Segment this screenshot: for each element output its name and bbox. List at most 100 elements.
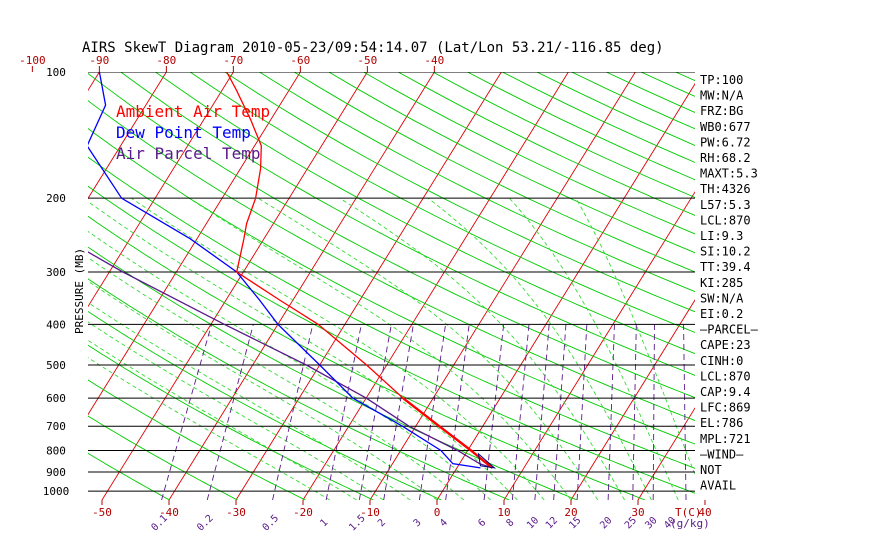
plot-area [0,72,870,500]
pressure-tick-label: 900 [46,466,66,479]
mixing-ratio-tick-label: 30 [643,515,659,531]
dry-adiabat-line [88,344,374,500]
index-entry: SI:10.2 [700,245,751,259]
index-entry: L57:5.3 [700,198,751,212]
legend-dew-point-temp: Dew Point Temp [116,123,251,142]
mixing-ratio-tick-label: 8 [505,517,517,529]
index-entry: AVAIL [700,479,736,493]
pressure-tick-label: 300 [46,266,66,279]
index-entry: LCL:870 [700,369,751,383]
isotherm-line [235,72,502,500]
pressure-tick-label: 500 [46,359,66,372]
mixing-ratio-line [683,324,687,500]
dry-adiabat-line [88,278,510,500]
moist-adiabat-line [88,321,384,500]
legend-ambient-air-temp: Ambient Air Temp [116,102,270,121]
index-entry: —WIND— [700,447,744,461]
mixing-ratio-line [418,324,447,500]
dry-adiabat-line [88,415,238,500]
moist-adiabat-line [188,197,572,500]
dry-adiabat-line [640,72,695,97]
index-entry: NOT [700,463,722,477]
dry-adiabat-line [88,310,442,500]
dry-adiabat-line [88,127,695,445]
isotherm-line [570,299,695,500]
bottom-temp-tick-label: 10 [497,506,510,519]
dry-adiabat-line [501,72,695,163]
dry-adiabat-line [293,72,695,273]
isotherm-line [88,72,234,308]
series-line-dew-point-temp [88,72,481,469]
isotherm-line [88,72,301,416]
moist-adiabat-line [88,357,331,500]
isotherm-line [637,407,695,500]
index-entry: SW:N/A [700,291,744,305]
dry-adiabat-line [259,72,695,293]
top-temp-tick-label: -70 [223,54,243,67]
index-entry: EL:786 [700,416,743,430]
moist-adiabat-line [509,197,679,500]
dry-adiabat-lines [88,72,695,500]
index-entry: RH:68.2 [700,151,751,165]
mixing-ratio-line [161,324,213,500]
dry-adiabat-line [88,379,306,500]
index-entry: WB0:677 [700,120,751,134]
index-entry: TP:100 [700,73,743,87]
top-temp-tick-label: -80 [156,54,176,67]
dry-adiabat-line [432,72,695,198]
index-entry: MAXT:5.3 [700,167,758,181]
index-entry: TH:4326 [700,182,751,196]
isotherm-line [772,72,870,500]
top-temp-tick-label: -40 [424,54,444,67]
bottom-temperature-tick-labels: -50 -40 -30 -20 -10 0 10 20 30 40 [92,500,712,519]
isotherm-line [101,72,368,500]
index-entry: KI:285 [700,276,743,290]
top-temperature-tick-labels: -120-110-100-90-80-70-60-50-40 [19,54,444,72]
moist-adiabat-line [427,197,652,500]
pressure-tick-label: 700 [46,420,66,433]
dry-adiabat-line [88,215,646,500]
dry-adiabat-line [328,72,695,254]
bottom-temp-tick-label: -50 [92,506,112,519]
pressure-tick-label: 1000 [43,485,70,498]
surface-triangle [477,452,497,469]
mixing-ratio-line [206,324,254,500]
index-entry: MW:N/A [700,89,744,103]
moist-adiabat-line [575,197,695,476]
pressure-tick-label: 100 [46,66,66,79]
mixing-ratio-line [534,324,550,500]
index-entry: CAP:9.4 [700,385,751,399]
isotherm-line [0,72,32,500]
dry-adiabat-line [189,72,695,333]
mixing-ratio-line [483,324,505,500]
moist-adiabat-line [88,201,518,500]
bottom-units-label: T(C) [675,506,702,519]
bottom-temp-tick-label: -30 [226,506,246,519]
profile-lines [88,72,494,469]
mixing-ratio-tick-label: 6 [476,517,488,529]
mixing-ratio-tick-label: 3 [412,517,424,529]
isotherm-line [168,72,435,500]
dry-adiabat-line [467,72,695,181]
index-entry: LFC:869 [700,401,751,415]
top-temp-tick-label: -90 [89,54,109,67]
dry-adiabat-line [88,100,695,421]
mixing-ratio-line [325,324,362,500]
dry-adiabat-line [88,156,695,469]
dry-adiabat-line [88,452,170,500]
index-entry: LI:9.3 [700,229,743,243]
pressure-tick-label: 200 [46,192,66,205]
isotherm-line [302,72,569,500]
mixing-ratio-tick-label: 4 [438,517,450,529]
bottom-temp-tick-label: -10 [360,506,380,519]
index-entry: —PARCEL— [700,323,759,337]
bottom-temp-tick-label: 30 [631,506,644,519]
dry-adiabat-line [88,72,695,399]
pressure-tick-label: 600 [46,392,66,405]
index-entry: TT:39.4 [700,260,751,274]
chart-title: AIRS SkewT Diagram 2010-05-23/09:54:14.0… [82,40,664,56]
moist-adiabat-line [257,197,599,500]
mixing-ratio-lines [161,324,687,500]
moist-adiabat-line [88,339,357,500]
